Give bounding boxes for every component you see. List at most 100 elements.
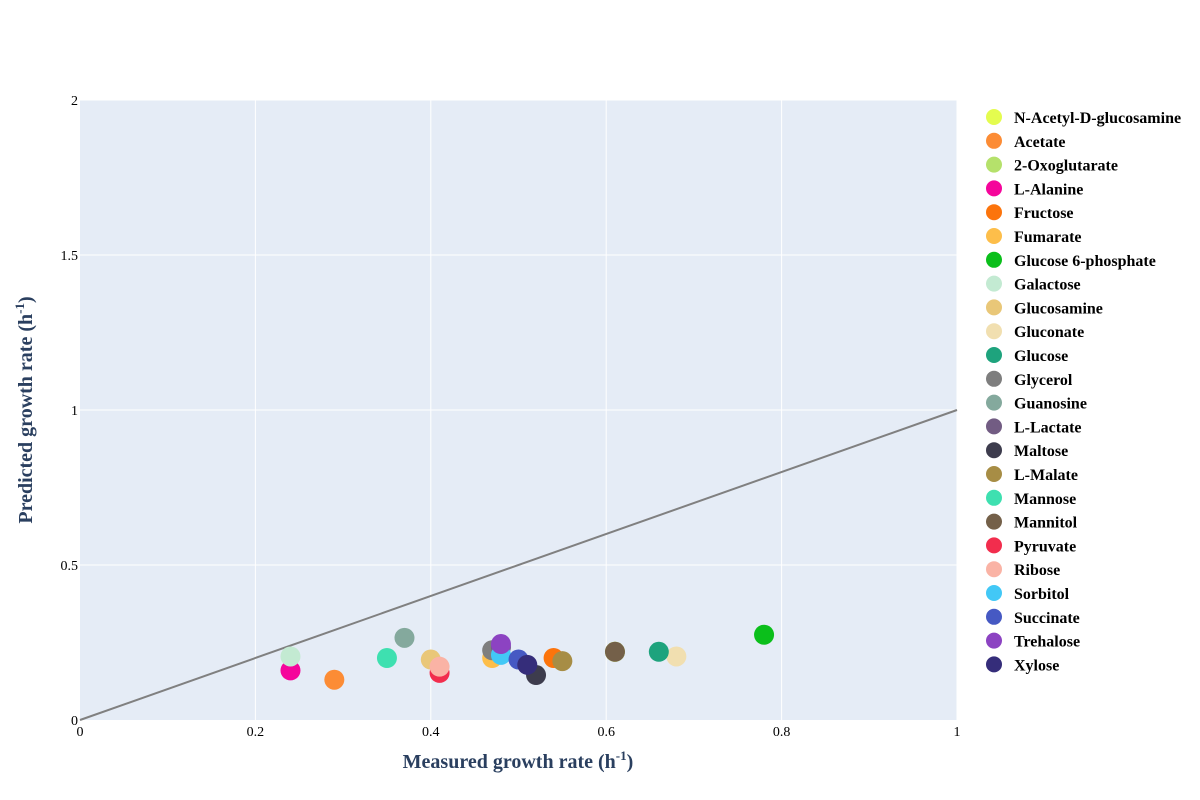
legend-item[interactable]: Galactose (986, 275, 1081, 294)
legend-label: Trehalose (1014, 634, 1080, 651)
legend-marker (986, 132, 1002, 149)
legend-label: Glucose (1014, 348, 1068, 365)
legend-marker (986, 537, 1002, 554)
legend-marker (986, 585, 1002, 601)
data-point (517, 654, 538, 675)
legend-marker (986, 251, 1002, 268)
data-point (490, 634, 511, 655)
x-tick-label: 0.2 (247, 725, 265, 740)
data-point (429, 656, 450, 677)
data-point (754, 624, 775, 645)
y-tick-label: 1 (71, 404, 78, 419)
legend-marker (986, 561, 1002, 578)
y-axis-title: Predicted growth rate (h-1) (12, 296, 37, 523)
legend[interactable]: N-Acetyl-D-glucosamine Acetate 2-Oxoglutar… (986, 109, 1181, 674)
legend-label: Acetate (1014, 134, 1066, 151)
legend-item[interactable]: Fumarate (986, 228, 1082, 246)
legend-item[interactable]: Glycerol (986, 370, 1073, 389)
legend-label: Ribose (1014, 562, 1060, 579)
legend-label: Succinate (1014, 610, 1080, 627)
y-axis-ticks: 0 0.5 1 1.5 2 (61, 94, 79, 729)
legend-label: Xylose (1014, 657, 1059, 674)
legend-label: L-Lactate (1014, 419, 1082, 436)
legend-marker (986, 347, 1002, 363)
x-axis-ticks: 0 0.2 0.4 0.6 0.8 1 (77, 725, 961, 740)
reference-line-group (79, 409, 958, 721)
legend-item[interactable]: Glucose (986, 347, 1068, 365)
legend-label: Glucosamine (1014, 300, 1103, 317)
legend-label: Glucose 6-phosphate (1014, 253, 1156, 270)
y-tick-label: 1.5 (61, 249, 79, 264)
x-tick-label: 0.6 (597, 725, 615, 740)
legend-marker (986, 156, 1002, 173)
legend-item[interactable]: L-Lactate (986, 418, 1082, 436)
data-point (324, 669, 345, 690)
data-point (666, 646, 687, 667)
legend-marker (986, 394, 1002, 411)
data-point (376, 648, 397, 668)
legend-item[interactable]: L-Malate (986, 466, 1078, 484)
legend-label: Galactose (1014, 277, 1081, 294)
legend-marker (986, 180, 1002, 197)
legend-item[interactable]: Fructose (986, 204, 1074, 222)
legend-label: Mannose (1014, 491, 1076, 508)
legend-marker (986, 656, 1002, 673)
legend-item[interactable]: Maltose (986, 442, 1068, 460)
x-tick-label: 0.4 (422, 725, 440, 740)
legend-marker (986, 299, 1002, 316)
legend-label: Fumarate (1014, 229, 1082, 246)
legend-marker (986, 204, 1002, 221)
data-point (604, 641, 625, 662)
legend-label: Fructose (1014, 205, 1074, 222)
data-point (280, 646, 301, 667)
legend-marker (986, 608, 1002, 625)
y-tick-label: 0 (71, 714, 78, 729)
legend-label: Glycerol (1014, 372, 1073, 389)
legend-item[interactable]: Trehalose (986, 632, 1080, 651)
legend-item[interactable]: Guanosine (986, 394, 1087, 413)
legend-marker (986, 632, 1002, 649)
legend-item[interactable]: L-Alanine (986, 180, 1083, 198)
legend-label: Guanosine (1014, 396, 1087, 413)
x-tick-label: 1 (954, 725, 961, 740)
legend-label: Sorbitol (1014, 586, 1070, 603)
legend-item[interactable]: 2-Oxoglutarate (986, 156, 1118, 175)
legend-marker (986, 513, 1002, 530)
legend-marker (986, 370, 1002, 387)
legend-label: Maltose (1014, 443, 1068, 460)
legend-item[interactable]: Xylose (986, 656, 1059, 674)
legend-item[interactable]: Gluconate (986, 323, 1084, 341)
legend-item[interactable]: Mannitol (986, 513, 1078, 532)
legend-item[interactable]: Ribose (986, 561, 1060, 579)
legend-marker (986, 466, 1002, 482)
x-tick-label: 0 (77, 725, 84, 740)
data-point (280, 660, 301, 681)
legend-item[interactable]: Acetate (986, 132, 1066, 151)
legend-item[interactable]: Pyruvate (986, 537, 1076, 555)
legend-label: L-Malate (1014, 467, 1078, 484)
legend-marker (986, 489, 1002, 506)
legend-label: N-Acetyl-D-glucosamine (1014, 110, 1181, 127)
legend-item[interactable]: N-Acetyl-D-glucosamine (986, 109, 1181, 127)
legend-label: Mannitol (1014, 515, 1078, 532)
data-points (280, 624, 775, 690)
x-tick-label: 0.8 (773, 725, 791, 740)
legend-item[interactable]: Succinate (986, 608, 1080, 627)
legend-item[interactable]: Glucose 6-phosphate (986, 251, 1156, 270)
legend-item[interactable]: Mannose (986, 489, 1076, 508)
y-tick-label: 2 (71, 94, 78, 109)
legend-item[interactable]: Sorbitol (986, 585, 1070, 603)
legend-marker (986, 275, 1002, 292)
legend-marker (986, 418, 1002, 435)
legend-marker (986, 442, 1002, 459)
data-point (648, 641, 669, 662)
legend-label: 2-Oxoglutarate (1014, 158, 1118, 175)
legend-label: Pyruvate (1014, 538, 1076, 555)
legend-label: Gluconate (1014, 324, 1084, 341)
data-point (394, 627, 415, 648)
legend-item[interactable]: Glucosamine (986, 299, 1103, 317)
reference-line (79, 409, 958, 721)
legend-marker (986, 323, 1002, 340)
data-point (552, 651, 573, 672)
